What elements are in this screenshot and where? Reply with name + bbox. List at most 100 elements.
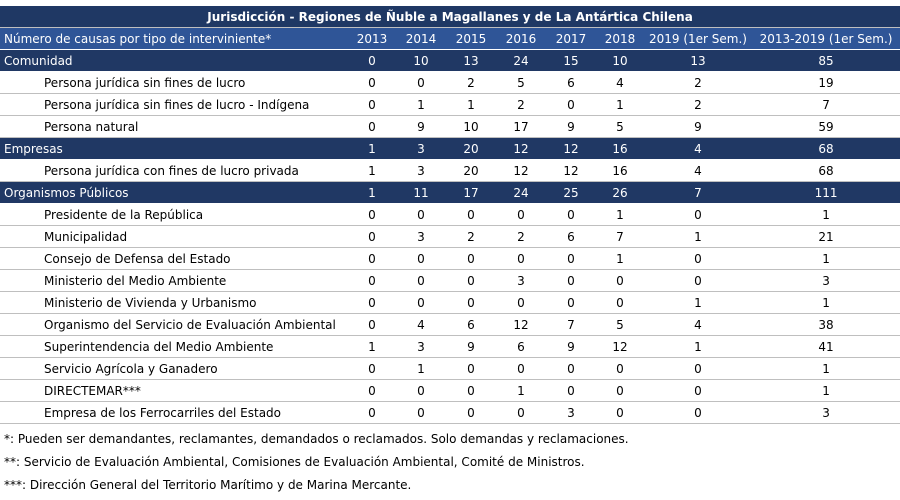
cell-value: 0: [546, 93, 596, 116]
cell-value: 0: [348, 71, 396, 94]
cell-value: 12: [546, 137, 596, 160]
row-label: Empresas: [0, 137, 348, 160]
cell-value: 9: [446, 335, 496, 358]
footnote: **: Servicio de Evaluación Ambiental, Co…: [4, 455, 585, 469]
row-label: Empresa de los Ferrocarriles del Estado: [0, 401, 348, 424]
cell-value: 0: [496, 291, 546, 314]
cell-value: 0: [644, 379, 752, 402]
cell-value: 0: [348, 313, 396, 336]
cell-value: 1: [596, 247, 644, 270]
cell-value: 0: [446, 379, 496, 402]
cell-value: 3: [396, 335, 446, 358]
cell-value: 0: [348, 291, 396, 314]
sub-row: Organismo del Servicio de Evaluación Amb…: [0, 313, 900, 336]
page: Jurisdicción - Regiones de Ñuble a Magal…: [0, 6, 900, 500]
cell-value: 0: [446, 269, 496, 292]
cell-value: 12: [596, 335, 644, 358]
cell-value: 2: [496, 93, 546, 116]
cell-value: 0: [396, 291, 446, 314]
cell-value: 0: [446, 291, 496, 314]
cell-value: 0: [546, 203, 596, 226]
cell-value: 16: [596, 159, 644, 182]
cell-value: 0: [546, 247, 596, 270]
cell-value: 16: [596, 137, 644, 160]
row-label: Superintendencia del Medio Ambiente: [0, 335, 348, 358]
cell-value: 1: [752, 291, 900, 314]
cell-value: 4: [644, 313, 752, 336]
footnote: *: Pueden ser demandantes, reclamantes, …: [4, 432, 629, 446]
cell-value: 0: [644, 357, 752, 380]
cell-value: 0: [446, 401, 496, 424]
cell-value: 0: [644, 203, 752, 226]
cell-value: 9: [396, 115, 446, 138]
table-body: Jurisdicción - Regiones de Ñuble a Magal…: [0, 6, 900, 424]
group-row: Empresas 1 3 20 12 12 16 4 68: [0, 137, 900, 160]
cell-value: 0: [396, 269, 446, 292]
row-label: Ministerio de Vivienda y Urbanismo: [0, 291, 348, 314]
cell-value: 12: [496, 159, 546, 182]
cell-value: 10: [596, 49, 644, 72]
cell-value: 20: [446, 137, 496, 160]
cell-value: 0: [596, 401, 644, 424]
cell-value: 13: [446, 49, 496, 72]
cell-value: 0: [348, 379, 396, 402]
cell-value: 9: [644, 115, 752, 138]
cell-value: 3: [752, 269, 900, 292]
column-header: 2017: [546, 27, 596, 50]
footnote: ***: Dirección General del Territorio Ma…: [4, 478, 412, 492]
cell-value: 4: [396, 313, 446, 336]
row-label: Persona jurídica sin fines de lucro - In…: [0, 93, 348, 116]
sub-row: Persona jurídica sin fines de lucro 0 0 2 5 6…: [0, 71, 900, 94]
cell-value: 10: [396, 49, 446, 72]
cell-value: 0: [348, 203, 396, 226]
cell-value: 12: [496, 137, 546, 160]
cell-value: 3: [496, 269, 546, 292]
cell-value: 6: [546, 71, 596, 94]
sub-row: Empresa de los Ferrocarriles del Estado 0…: [0, 401, 900, 424]
cell-value: 3: [396, 159, 446, 182]
cell-value: 24: [496, 49, 546, 72]
cell-value: 0: [644, 247, 752, 270]
cell-value: 0: [396, 379, 446, 402]
cell-value: 2: [446, 225, 496, 248]
cell-value: 3: [396, 137, 446, 160]
cell-value: 0: [644, 269, 752, 292]
cell-value: 0: [348, 93, 396, 116]
row-label: Persona natural: [0, 115, 348, 138]
cell-value: 1: [348, 335, 396, 358]
column-header: 2018: [596, 27, 644, 50]
cell-value: 25: [546, 181, 596, 204]
cell-value: 85: [752, 49, 900, 72]
cell-value: 2: [644, 71, 752, 94]
cell-value: 3: [546, 401, 596, 424]
cell-value: 0: [446, 357, 496, 380]
sub-row: Superintendencia del Medio Ambiente 1 3 9 6 9…: [0, 335, 900, 358]
cell-value: 5: [596, 313, 644, 336]
cell-value: 20: [446, 159, 496, 182]
cell-value: 26: [596, 181, 644, 204]
cell-value: 68: [752, 159, 900, 182]
cell-value: 1: [348, 159, 396, 182]
cell-value: 1: [446, 93, 496, 116]
sub-row: Ministerio de Vivienda y Urbanismo 0 0 0 0 0 0…: [0, 291, 900, 314]
cell-value: 68: [752, 137, 900, 160]
row-label: Ministerio del Medio Ambiente: [0, 269, 348, 292]
cell-value: 5: [596, 115, 644, 138]
cell-value: 0: [348, 269, 396, 292]
cell-value: 1: [644, 291, 752, 314]
cell-value: 15: [546, 49, 596, 72]
cell-value: 4: [644, 137, 752, 160]
cell-value: 0: [596, 357, 644, 380]
cell-value: 0: [496, 247, 546, 270]
sub-row: Persona jurídica con fines de lucro priv…: [0, 159, 900, 182]
title-row: Jurisdicción - Regiones de Ñuble a Magal…: [0, 6, 900, 28]
cell-value: 0: [496, 401, 546, 424]
cell-value: 0: [596, 269, 644, 292]
cell-value: 7: [546, 313, 596, 336]
cell-value: 0: [596, 379, 644, 402]
cell-value: 12: [496, 313, 546, 336]
cell-value: 17: [496, 115, 546, 138]
cell-value: 0: [644, 401, 752, 424]
cell-value: 4: [644, 159, 752, 182]
column-header: Número de causas por tipo de intervinien…: [0, 27, 348, 50]
